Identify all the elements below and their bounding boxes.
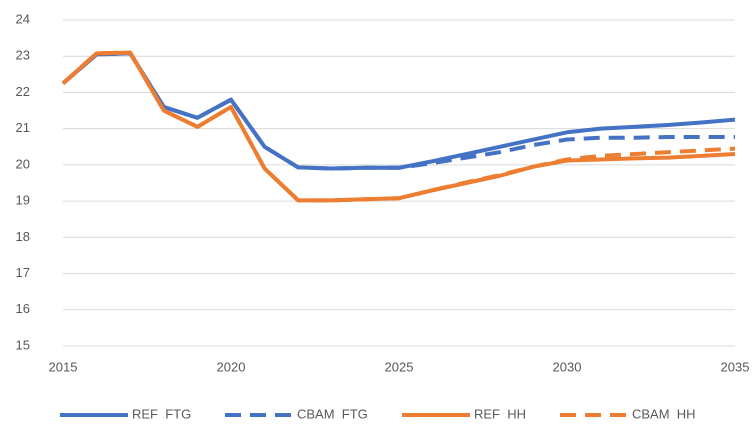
y-tick-label: 24 <box>16 11 30 26</box>
x-tick-label: 2030 <box>553 359 582 374</box>
x-tick-label: 2035 <box>721 359 750 374</box>
x-tick-label: 2015 <box>49 359 78 374</box>
legend-label: CBAM FTG <box>297 406 368 421</box>
y-tick-label: 20 <box>16 156 30 171</box>
y-tick-label: 15 <box>16 337 30 352</box>
y-tick-label: 22 <box>16 84 30 99</box>
x-tick-label: 2025 <box>385 359 414 374</box>
data-line <box>61 51 735 171</box>
y-tick-label: 16 <box>16 301 30 316</box>
data-line <box>61 50 736 203</box>
legend-label: REF HH <box>474 406 526 421</box>
y-tick-label: 18 <box>16 229 30 244</box>
y-tick-label: 21 <box>16 120 30 135</box>
legend-label: REF FTG <box>132 406 191 421</box>
legend-label: CBAM HH <box>632 406 696 421</box>
y-tick-label: 17 <box>16 265 30 280</box>
y-tick-label: 19 <box>16 193 30 208</box>
y-tick-label: 23 <box>16 48 30 63</box>
x-tick-label: 2020 <box>217 359 246 374</box>
